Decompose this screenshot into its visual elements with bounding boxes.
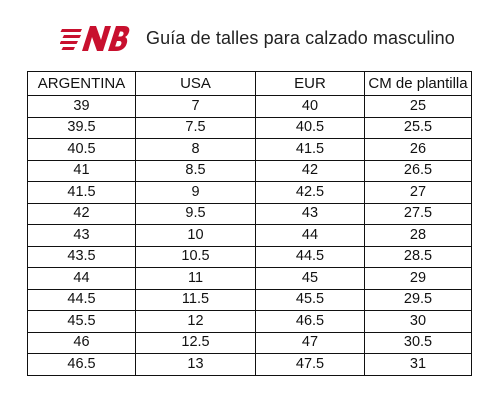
cell-eur: 42.5 [255, 181, 365, 204]
cell-cm: 26.5 [364, 159, 472, 182]
table-row: 45.5 12 46.5 30 [27, 310, 472, 333]
cell-usa: 9.5 [135, 202, 256, 225]
table-row: 41.5 9 42.5 27 [27, 181, 472, 204]
page-header: Guía de talles para calzado masculino [60, 20, 480, 60]
cell-usa: 10 [135, 224, 256, 247]
table-row: 42 9.5 43 27.5 [27, 202, 472, 225]
table-row: 43.5 10.5 44.5 28.5 [27, 245, 472, 268]
cell-argentina: 46.5 [27, 353, 136, 376]
cell-cm: 30 [364, 310, 472, 333]
table-row: 39.5 7.5 40.5 25.5 [27, 116, 472, 139]
table-row: 46.5 13 47.5 31 [27, 353, 472, 376]
cell-eur: 43 [255, 202, 365, 225]
cell-cm: 27 [364, 181, 472, 204]
cell-argentina: 46 [27, 331, 136, 354]
table-row: 39 7 40 25 [27, 95, 472, 118]
table-body: 39 7 40 25 39.5 7.5 40.5 25.5 40.5 8 41.5 26 41 8.5 42… [27, 95, 472, 376]
column-header-cm: CM de plantilla [364, 71, 472, 96]
table-row: 43 10 44 28 [27, 224, 472, 247]
cell-argentina: 44 [27, 267, 136, 290]
cell-argentina: 43.5 [27, 245, 136, 268]
cell-argentina: 41 [27, 159, 136, 182]
column-header-usa: USA [135, 71, 256, 96]
cell-eur: 47 [255, 331, 365, 354]
cell-argentina: 42 [27, 202, 136, 225]
cell-usa: 11 [135, 267, 256, 290]
cell-cm: 27.5 [364, 202, 472, 225]
page-title: Guía de talles para calzado masculino [146, 28, 455, 48]
cell-argentina: 39.5 [27, 116, 136, 139]
cell-argentina: 45.5 [27, 310, 136, 333]
table-row: 41 8.5 42 26.5 [27, 159, 472, 182]
table-row: 44.5 11.5 45.5 29.5 [27, 288, 472, 311]
cell-eur: 41.5 [255, 138, 365, 161]
table-row: 46 12.5 47 30.5 [27, 331, 472, 354]
cell-cm: 29.5 [364, 288, 472, 311]
cell-eur: 40.5 [255, 116, 365, 139]
size-chart-table: ARGENTINA USA EUR CM de plantilla 39 7 40 2… [27, 71, 472, 376]
column-header-argentina: ARGENTINA [27, 71, 136, 96]
cell-usa: 7.5 [135, 116, 256, 139]
cell-usa: 7 [135, 95, 256, 118]
cell-eur: 46.5 [255, 310, 365, 333]
cell-eur: 40 [255, 95, 365, 118]
cell-cm: 30.5 [364, 331, 472, 354]
cell-cm: 28 [364, 224, 472, 247]
cell-cm: 26 [364, 138, 472, 161]
table-header: ARGENTINA USA EUR CM de plantilla [27, 71, 472, 96]
cell-eur: 44.5 [255, 245, 365, 268]
cell-eur: 45.5 [255, 288, 365, 311]
table-header-row: ARGENTINA USA EUR CM de plantilla [27, 71, 472, 96]
column-header-eur: EUR [255, 71, 365, 96]
cell-usa: 9 [135, 181, 256, 204]
table-row: 40.5 8 41.5 26 [27, 138, 472, 161]
cell-eur: 42 [255, 159, 365, 182]
table-row: 44 11 45 29 [27, 267, 472, 290]
cell-cm: 31 [364, 353, 472, 376]
cell-eur: 44 [255, 224, 365, 247]
cell-usa: 12.5 [135, 331, 256, 354]
cell-argentina: 44.5 [27, 288, 136, 311]
cell-usa: 10.5 [135, 245, 256, 268]
new-balance-logo-icon [60, 20, 130, 60]
cell-argentina: 41.5 [27, 181, 136, 204]
cell-cm: 25.5 [364, 116, 472, 139]
cell-usa: 12 [135, 310, 256, 333]
cell-usa: 8.5 [135, 159, 256, 182]
cell-argentina: 43 [27, 224, 136, 247]
cell-cm: 25 [364, 95, 472, 118]
cell-eur: 45 [255, 267, 365, 290]
cell-cm: 28.5 [364, 245, 472, 268]
cell-usa: 8 [135, 138, 256, 161]
cell-usa: 11.5 [135, 288, 256, 311]
cell-eur: 47.5 [255, 353, 365, 376]
cell-cm: 29 [364, 267, 472, 290]
cell-argentina: 40.5 [27, 138, 136, 161]
cell-argentina: 39 [27, 95, 136, 118]
cell-usa: 13 [135, 353, 256, 376]
